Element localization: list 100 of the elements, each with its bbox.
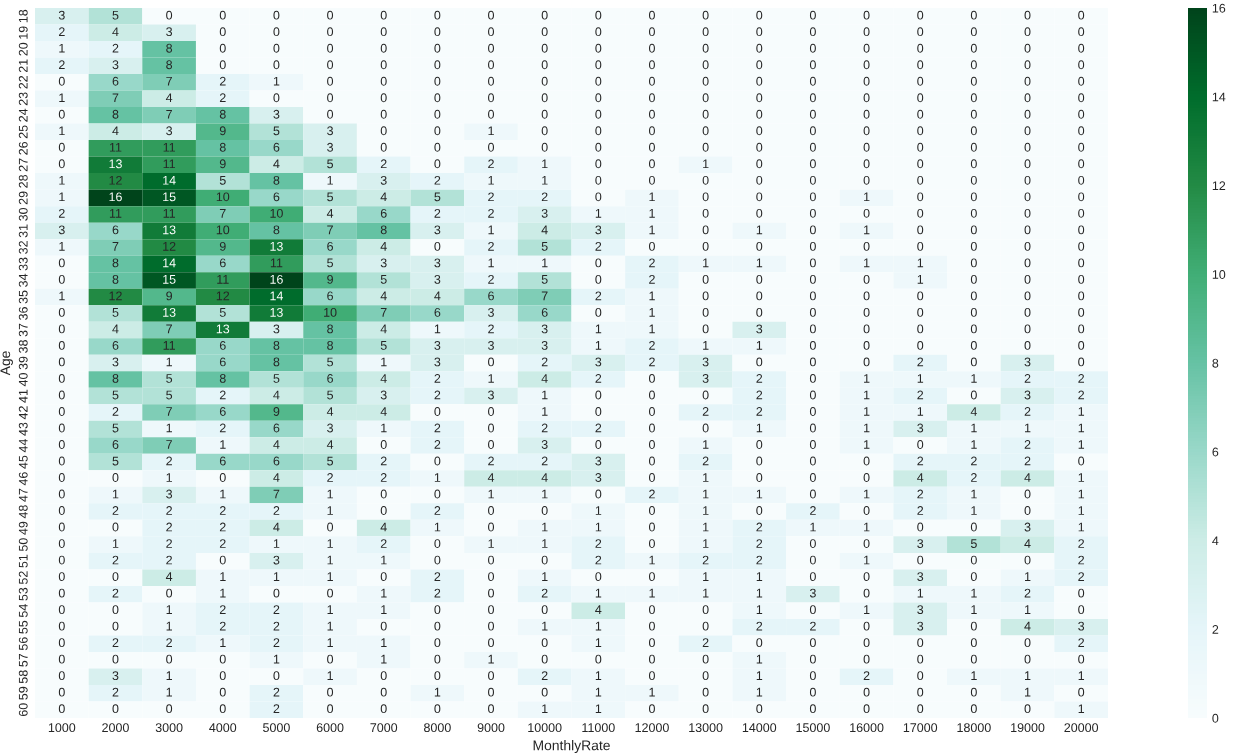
data-label: 0 [863, 10, 870, 20]
data-label: 0 [541, 126, 548, 136]
data-label: 4 [112, 324, 119, 334]
data-label: 1 [327, 506, 333, 515]
data-label: 0 [488, 555, 495, 565]
data-label: 0 [595, 407, 602, 416]
data-label: 4 [380, 324, 387, 334]
data-label: 2 [1078, 638, 1085, 647]
data-label: 0 [863, 621, 870, 631]
data-label: 1 [595, 341, 602, 350]
data-label: 2 [219, 605, 226, 614]
data-label: 1 [488, 539, 494, 548]
data-label: 1 [595, 324, 602, 334]
data-label: 7 [380, 308, 387, 317]
y-tick-label: 44 [18, 438, 28, 453]
data-label: 7 [166, 324, 172, 334]
color-bar-label: 2 [1212, 625, 1219, 634]
data-label: 2 [273, 704, 280, 713]
data-label: 8 [380, 225, 387, 235]
data-label: 6 [273, 423, 280, 433]
y-tick-label: 60 [18, 703, 28, 717]
data-label: 0 [756, 192, 763, 202]
data-label: 2 [595, 555, 602, 565]
data-label: 0 [648, 638, 655, 648]
y-tick-label: 56 [18, 637, 28, 651]
data-label: 0 [1078, 208, 1085, 218]
data-label: 2 [434, 423, 441, 433]
data-label: 0 [648, 423, 655, 433]
data-label: 0 [648, 654, 655, 664]
x-tick-label: 11000 [582, 723, 615, 733]
data-label: 3 [327, 142, 333, 152]
data-label: 0 [809, 241, 816, 251]
data-label: 2 [756, 390, 763, 400]
data-label: 0 [1078, 456, 1085, 466]
data-label: 0 [1024, 307, 1031, 317]
data-label: 0 [434, 489, 441, 499]
data-label: 0 [809, 27, 816, 37]
data-label: 2 [488, 159, 494, 169]
data-label: 5 [327, 192, 334, 202]
data-label: 0 [488, 588, 495, 598]
y-tick-label: 29 [18, 191, 28, 205]
x-tick-label: 14000 [742, 723, 777, 733]
data-label: 2 [810, 621, 816, 631]
y-axis-title: Age [0, 351, 13, 376]
data-label: 2 [434, 572, 441, 581]
data-label: 0 [970, 93, 977, 103]
color-bar-label: 14 [1212, 92, 1226, 102]
data-label: 0 [58, 390, 65, 400]
data-label: 0 [380, 704, 387, 714]
data-label: 0 [434, 159, 441, 169]
data-label: 11 [270, 258, 283, 268]
data-label: 0 [595, 654, 602, 664]
data-label: 2 [1078, 390, 1085, 400]
data-label: 2 [166, 456, 172, 466]
y-tick-label: 40 [18, 373, 28, 387]
x-axis-title: MonthlyRate [533, 740, 610, 753]
data-label: 0 [809, 407, 816, 416]
data-label: 2 [219, 506, 226, 515]
data-label: 1 [649, 687, 655, 697]
data-label: 4 [165, 93, 173, 103]
data-label: 0 [1078, 109, 1085, 119]
data-label: 0 [488, 423, 495, 433]
data-label: 6 [541, 307, 548, 317]
data-label: 3 [380, 390, 387, 400]
data-label: 0 [648, 456, 655, 466]
data-label: 0 [863, 142, 870, 152]
data-label: 3 [380, 175, 387, 185]
data-label: 0 [917, 522, 924, 532]
data-label: 0 [58, 109, 65, 119]
data-label: 1 [595, 621, 602, 631]
data-label: 0 [434, 76, 441, 86]
data-label: 0 [327, 27, 334, 37]
y-tick-label: 25 [18, 125, 28, 139]
data-label: 1 [864, 192, 870, 202]
data-label: 0 [380, 142, 387, 152]
data-label: 6 [327, 291, 333, 301]
x-tick-label: 3000 [155, 723, 183, 733]
data-label: 1 [864, 258, 870, 268]
data-label: 0 [702, 225, 709, 235]
data-label: 1 [112, 489, 119, 499]
data-label: 0 [58, 340, 65, 350]
data-label: 3 [541, 440, 548, 449]
data-label: 0 [58, 704, 65, 714]
data-label: 0 [434, 671, 441, 681]
y-tick-label: 45 [18, 455, 28, 469]
data-label: 2 [541, 423, 548, 433]
data-label: 11 [163, 209, 176, 218]
data-label: 6 [112, 340, 119, 350]
data-label: 0 [970, 555, 977, 565]
data-label: 0 [1024, 324, 1031, 334]
data-label: 1 [381, 588, 387, 598]
data-label: 2 [595, 539, 602, 548]
data-label: 14 [163, 258, 176, 268]
data-label: 11 [163, 341, 176, 350]
data-label: 14 [163, 176, 176, 185]
data-label: 0 [702, 654, 709, 664]
data-label: 1 [488, 654, 494, 664]
data-label: 0 [970, 357, 977, 367]
data-label: 1 [381, 555, 387, 565]
data-label: 0 [58, 76, 65, 86]
